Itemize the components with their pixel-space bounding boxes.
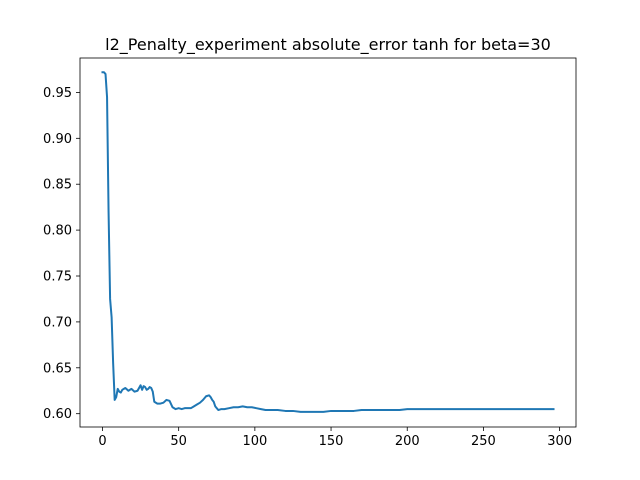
chart-title: l2_Penalty_experiment absolute_error tan… (105, 35, 551, 55)
x-tick-label: 250 (471, 434, 496, 449)
y-axis: 0.60 0.65 0.70 0.75 0.80 0.85 0.90 0.95 (43, 86, 80, 422)
series-line (101, 71, 555, 413)
y-tick-label: 0.95 (43, 86, 72, 101)
y-tick-label: 0.60 (43, 407, 72, 422)
x-tick-label: 50 (170, 434, 187, 449)
y-tick-label: 0.70 (43, 315, 72, 330)
x-tick-label: 200 (395, 434, 420, 449)
y-tick-label: 0.85 (43, 178, 72, 193)
y-tick-label: 0.65 (43, 361, 72, 376)
y-tick-label: 0.80 (43, 224, 72, 239)
y-tick-label: 0.75 (43, 270, 72, 285)
x-tick-label: 0 (98, 434, 106, 449)
x-axis: 0 50 100 150 200 250 300 (98, 427, 572, 449)
y-tick-label: 0.90 (43, 132, 72, 147)
x-tick-label: 100 (242, 434, 267, 449)
x-tick-label: 300 (547, 434, 572, 449)
plot-area (101, 71, 555, 413)
axes-frame (79, 57, 577, 428)
x-tick-label: 150 (319, 434, 344, 449)
